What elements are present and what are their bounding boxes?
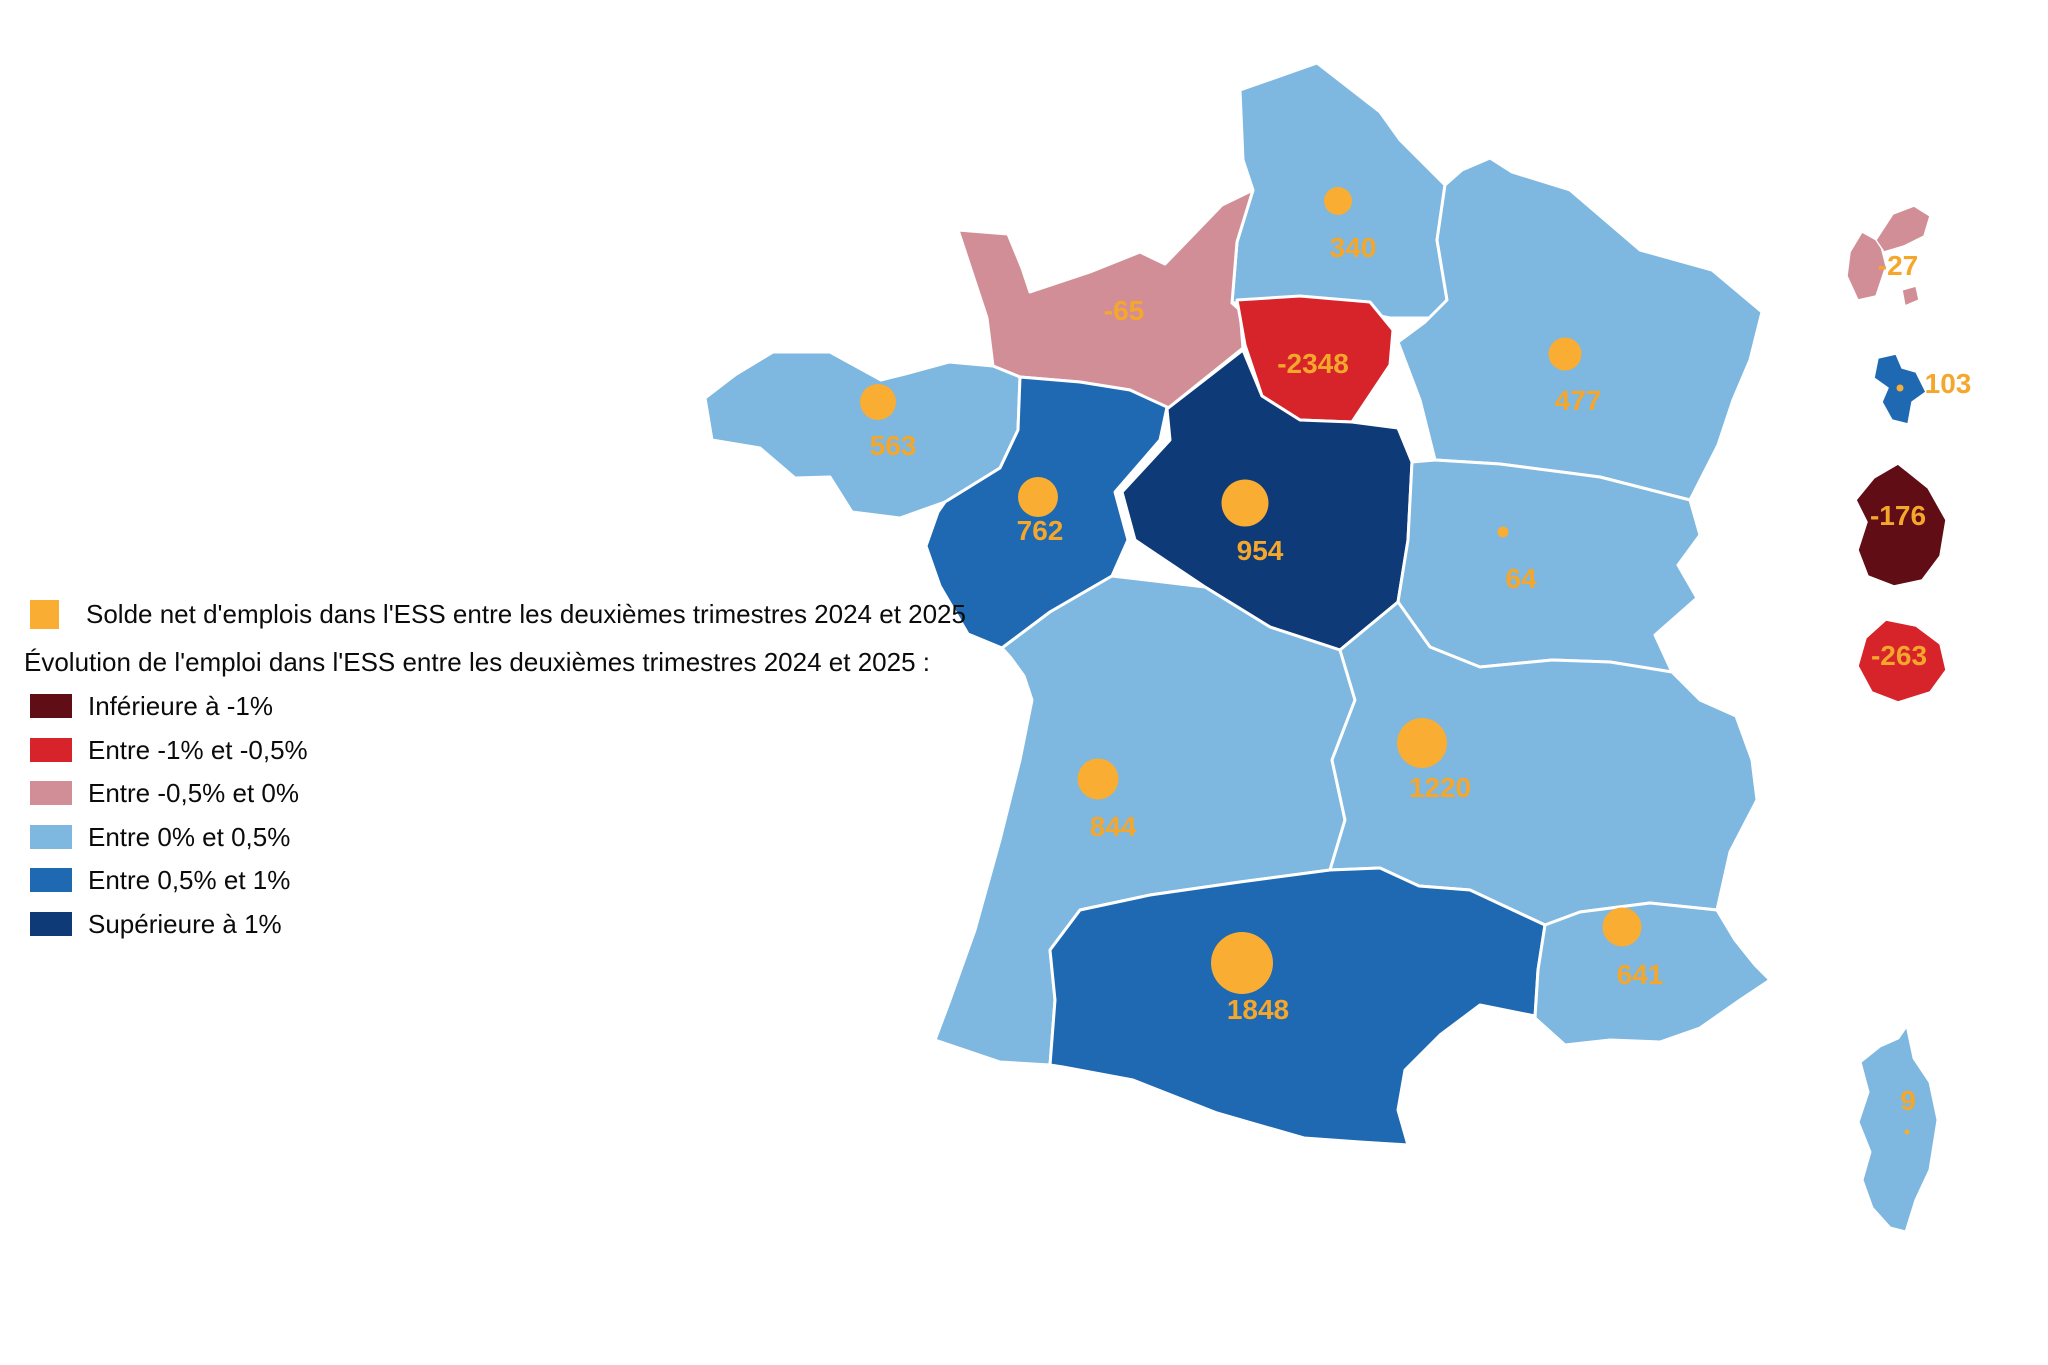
class-swatch-3: [30, 825, 72, 849]
legend: Solde net d'emplois dans l'ESS entre les…: [0, 0, 980, 939]
region-guadeloupe[interactable]: [1846, 205, 1931, 307]
class-swatch-1: [30, 738, 72, 762]
bubble-pays-de-la-loire[interactable]: [1018, 477, 1058, 517]
bubble-bourgogne-franche-comte[interactable]: [1497, 526, 1509, 538]
legend-item-label: Entre -0,5% et 0%: [88, 778, 299, 808]
legend-item-label: Inférieure à -1%: [88, 691, 273, 721]
class-swatch-5: [30, 912, 72, 936]
legend-item-inferieure-a-moins-1: Inférieure à -1%: [30, 690, 273, 722]
bubble-provence-alpes-cote-d-azur[interactable]: [1602, 907, 1642, 947]
bubble-centre-val-de-loire[interactable]: [1221, 479, 1269, 527]
bubble-swatch: [30, 599, 59, 629]
region-la-reunion[interactable]: [1857, 619, 1947, 703]
value-label-martinique: 103: [1925, 368, 1972, 399]
region-corse[interactable]: [1856, 1023, 1940, 1234]
guadeloupe-basse-terre[interactable]: [1846, 231, 1887, 301]
value-label-guyane: -176: [1870, 500, 1926, 531]
value-label-provence-alpes-cote-d-azur: 641: [1617, 959, 1664, 990]
legend-item-label: Entre -1% et -0,5%: [88, 735, 308, 765]
legend-item-superieure-a-1: Supérieure à 1%: [30, 908, 282, 940]
region-provence-alpes-cote-d-azur[interactable]: [1533, 901, 1772, 1047]
region-ile-de-france[interactable]: [1235, 294, 1395, 424]
bubble-bretagne[interactable]: [860, 384, 896, 420]
region-auvergne-rhone-alpes[interactable]: [1328, 600, 1759, 927]
bubble-martinique[interactable]: [1896, 384, 1904, 392]
legend-item-entre-moins-05-et-0: Entre -0,5% et 0%: [30, 777, 299, 809]
legend-item-entre-0-et-05: Entre 0% et 0,5%: [30, 821, 290, 853]
legend-item-entre-05-et-1: Entre 0,5% et 1%: [30, 864, 290, 896]
value-label-bretagne: 563: [870, 430, 917, 461]
value-label-la-reunion: -263: [1871, 640, 1927, 671]
value-label-guadeloupe: -27: [1878, 250, 1918, 281]
value-label-ile-de-france: -2348: [1277, 348, 1349, 379]
bubble-occitanie[interactable]: [1211, 932, 1273, 994]
bubble-grand-est[interactable]: [1548, 337, 1582, 371]
legend-bubble-row: Solde net d'emplois dans l'ESS entre les…: [30, 598, 966, 630]
value-label-occitanie: 1848: [1227, 994, 1289, 1025]
value-label-bourgogne-franche-comte: 64: [1505, 563, 1537, 594]
bubble-corse[interactable]: [1904, 1129, 1910, 1135]
value-label-pays-de-la-loire: 762: [1017, 515, 1064, 546]
value-label-hauts-de-france: 340: [1330, 232, 1377, 263]
region-guyane[interactable]: [1855, 463, 1947, 587]
bubble-hauts-de-france[interactable]: [1324, 187, 1352, 215]
region-grand-est[interactable]: [1396, 156, 1764, 502]
class-swatch-4: [30, 868, 72, 892]
value-label-corse: 9: [1900, 1085, 1916, 1116]
region-occitanie[interactable]: [1048, 866, 1547, 1147]
value-label-grand-est: 477: [1555, 385, 1602, 416]
legend-title: Évolution de l'emploi dans l'ESS entre l…: [24, 647, 930, 677]
value-label-normandie: -65: [1104, 295, 1144, 326]
bubble-auvergne-rhone-alpes[interactable]: [1397, 718, 1447, 768]
class-swatch-0: [30, 694, 72, 718]
legend-item-label: Entre 0,5% et 1%: [88, 865, 291, 895]
legend-item-entre-moins-1-et-moins-05: Entre -1% et -0,5%: [30, 734, 308, 766]
region-bourgogne-franche-comte[interactable]: [1396, 458, 1702, 674]
legend-item-label: Supérieure à 1%: [88, 909, 282, 939]
bubble-nouvelle-aquitaine[interactable]: [1077, 758, 1119, 800]
value-label-nouvelle-aquitaine: 844: [1090, 811, 1137, 842]
guadeloupe-marie-galante[interactable]: [1901, 285, 1920, 307]
value-label-centre-val-de-loire: 954: [1237, 535, 1284, 566]
value-label-auvergne-rhone-alpes: 1220: [1409, 772, 1471, 803]
class-swatch-2: [30, 781, 72, 805]
guadeloupe-grande-terre[interactable]: [1875, 205, 1931, 253]
legend-item-label: Entre 0% et 0,5%: [88, 822, 291, 852]
legend-bubble-label: Solde net d'emplois dans l'ESS entre les…: [86, 599, 966, 629]
